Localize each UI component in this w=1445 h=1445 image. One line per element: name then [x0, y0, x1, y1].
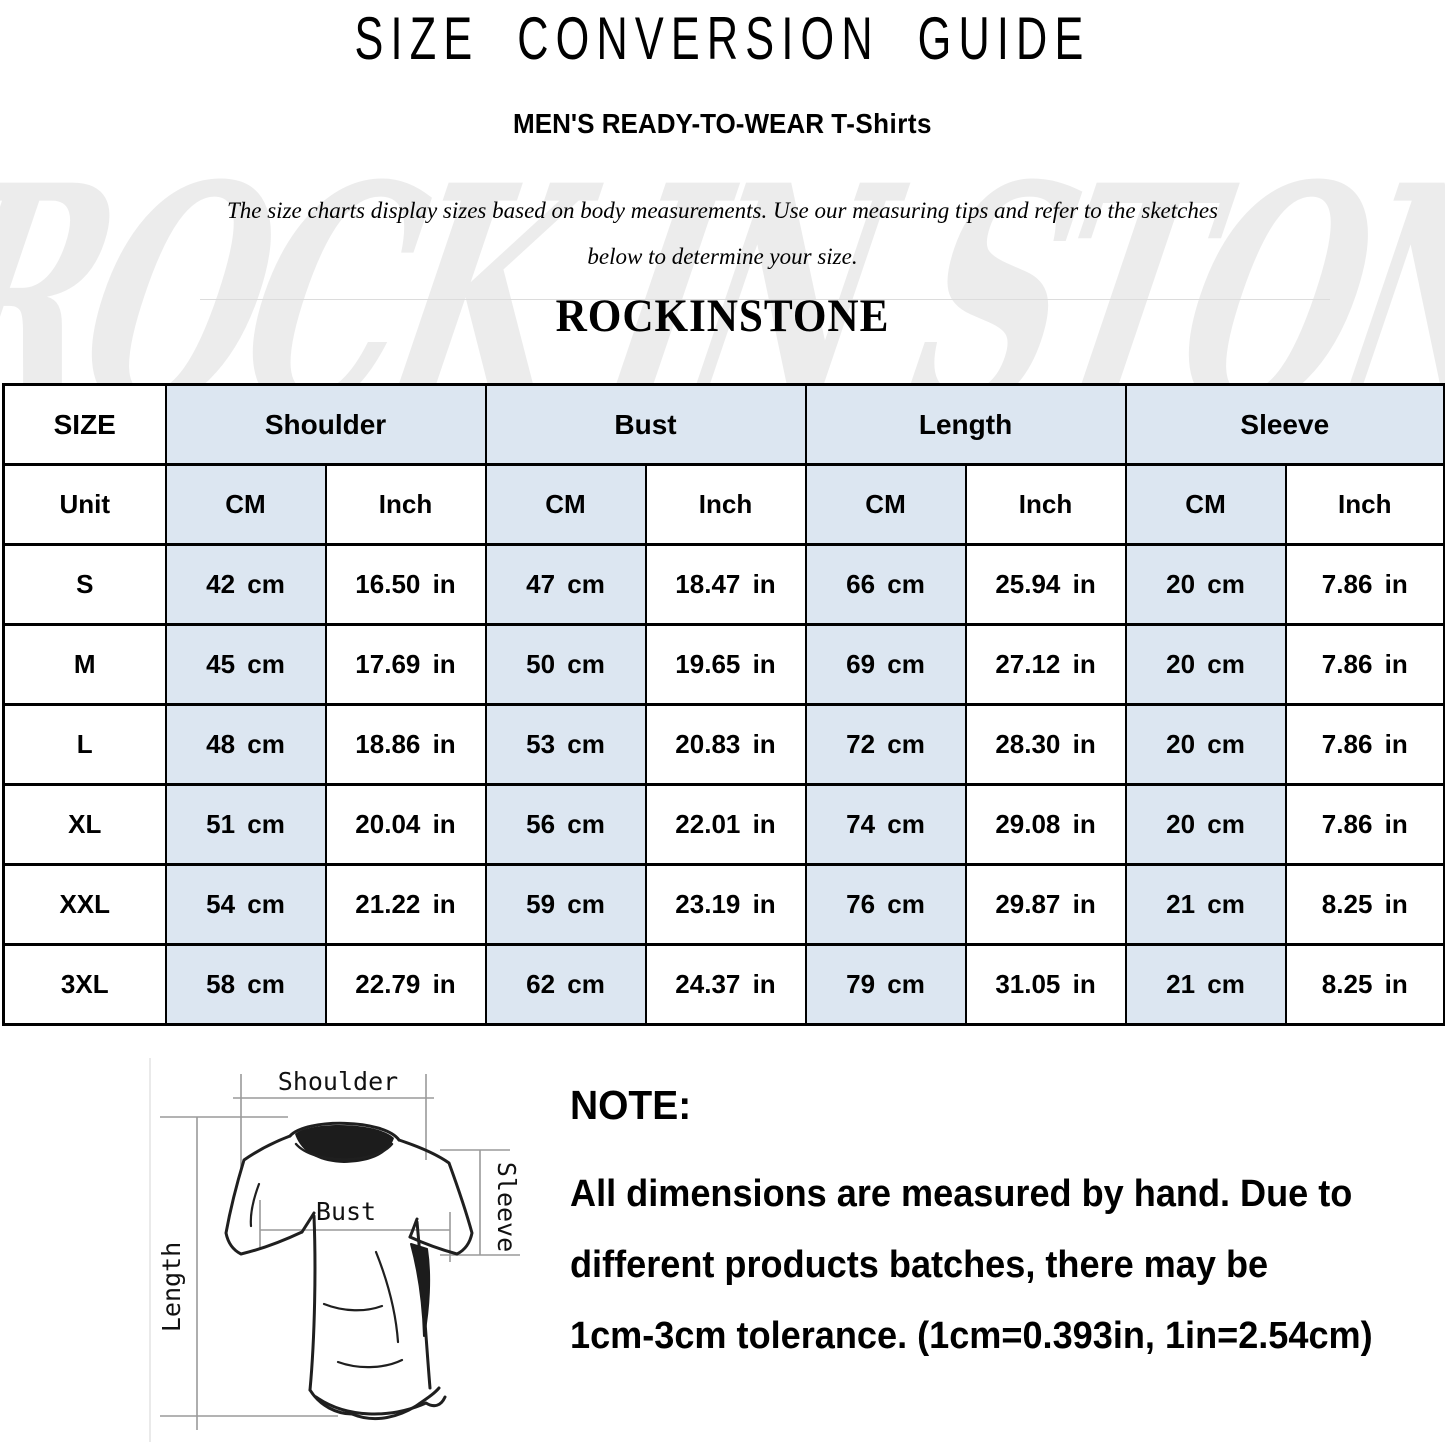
value-cell: 45 cm [164, 623, 327, 706]
table-row: XXL 54 cm 21.22 in 59 cm 23.19 in 76 cm … [2, 863, 1445, 946]
size-label: L [2, 703, 167, 786]
unit-cell: CM [484, 463, 647, 546]
size-label: S [2, 543, 167, 626]
size-conversion-table: SIZE Shoulder Bust Length Sleeve Unit CM… [2, 383, 1445, 1026]
tshirt-measurement-diagram: Shoulder Bust Length Sleeve [138, 1052, 578, 1445]
value-cell: 25.94 in [964, 543, 1127, 626]
value-cell: 69 cm [804, 623, 967, 706]
note-line-2: different products batches, there may be [570, 1244, 1269, 1286]
value-cell: 56 cm [484, 783, 647, 866]
description-line-2: below to determine your size. [587, 244, 858, 269]
value-cell: 27.12 in [964, 623, 1127, 706]
page-title: SIZE CONVERSION GUIDE [354, 5, 1091, 72]
value-cell: 23.19 in [644, 863, 807, 946]
table-row: S 42 cm 16.50 in 47 cm 18.47 in 66 cm 25… [2, 543, 1445, 626]
subtitle: MEN'S READY-TO-WEAR T-Shirts [51, 108, 1395, 140]
unit-cell: Inch [1284, 463, 1445, 546]
table-row: L 48 cm 18.86 in 53 cm 20.83 in 72 cm 28… [2, 703, 1445, 786]
value-cell: 28.30 in [964, 703, 1127, 786]
value-cell: 31.05 in [964, 943, 1127, 1026]
table-row: M 45 cm 17.69 in 50 cm 19.65 in 69 cm 27… [2, 623, 1445, 706]
note-line-1: All dimensions are measured by hand. Due… [570, 1173, 1353, 1215]
table-row: XL 51 cm 20.04 in 56 cm 22.01 in 74 cm 2… [2, 783, 1445, 866]
value-cell: 58 cm [164, 943, 327, 1026]
subtitle-product: T-Shirts [831, 108, 932, 139]
value-cell: 59 cm [484, 863, 647, 946]
unit-cell: Inch [964, 463, 1127, 546]
value-cell: 8.25 in [1284, 943, 1445, 1026]
value-cell: 53 cm [484, 703, 647, 786]
size-label: M [2, 623, 167, 706]
value-cell: 7.86 in [1284, 543, 1445, 626]
header-bust: Bust [484, 383, 807, 466]
description: The size charts display sizes based on b… [0, 188, 1445, 280]
value-cell: 20.83 in [644, 703, 807, 786]
value-cell: 21 cm [1124, 863, 1287, 946]
table-unit-row: Unit CM Inch CM Inch CM Inch CM Inch [2, 463, 1445, 546]
value-cell: 48 cm [164, 703, 327, 786]
value-cell: 51 cm [164, 783, 327, 866]
value-cell: 8.25 in [1284, 863, 1445, 946]
note-heading: NOTE: [570, 1082, 692, 1128]
brand-name: ROCKINSTONE [555, 290, 890, 342]
header-size: SIZE [2, 383, 167, 466]
value-cell: 16.50 in [324, 543, 487, 626]
size-label: XXL [2, 863, 167, 946]
value-cell: 21.22 in [324, 863, 487, 946]
header-shoulder: Shoulder [164, 383, 487, 466]
unit-cell: Inch [644, 463, 807, 546]
diagram-label-length: Length [157, 1242, 186, 1332]
diagram-label-bust: Bust [316, 1197, 376, 1226]
tshirt-sketch: Shoulder Bust Length Sleeve [149, 1058, 521, 1442]
value-cell: 50 cm [484, 623, 647, 706]
value-cell: 22.79 in [324, 943, 487, 1026]
description-line-1: The size charts display sizes based on b… [226, 198, 1219, 223]
value-cell: 18.86 in [324, 703, 487, 786]
value-cell: 20 cm [1124, 543, 1287, 626]
diagram-label-shoulder: Shoulder [278, 1067, 398, 1096]
value-cell: 20 cm [1124, 623, 1287, 706]
value-cell: 76 cm [804, 863, 967, 946]
table-row: 3XL 58 cm 22.79 in 62 cm 24.37 in 79 cm … [2, 943, 1445, 1026]
subtitle-category: MEN'S READY-TO-WEAR [513, 108, 825, 139]
unit-cell: CM [164, 463, 327, 546]
header-length: Length [804, 383, 1127, 466]
value-cell: 47 cm [484, 543, 647, 626]
value-cell: 20 cm [1124, 783, 1287, 866]
value-cell: 17.69 in [324, 623, 487, 706]
divider-line [200, 299, 1330, 300]
value-cell: 54 cm [164, 863, 327, 946]
table-header-row: SIZE Shoulder Bust Length Sleeve [2, 383, 1445, 466]
value-cell: 29.08 in [964, 783, 1127, 866]
size-label: 3XL [2, 943, 167, 1026]
size-label: XL [2, 783, 167, 866]
value-cell: 29.87 in [964, 863, 1127, 946]
value-cell: 74 cm [804, 783, 967, 866]
value-cell: 20.04 in [324, 783, 487, 866]
note-line-3: 1cm-3cm tolerance. (1cm=0.393in, 1in=2.5… [570, 1315, 1373, 1357]
value-cell: 7.86 in [1284, 783, 1445, 866]
value-cell: 7.86 in [1284, 623, 1445, 706]
note-section: NOTE: All dimensions are measured by han… [570, 1082, 1440, 1372]
unit-label: Unit [2, 463, 167, 546]
value-cell: 21 cm [1124, 943, 1287, 1026]
value-cell: 20 cm [1124, 703, 1287, 786]
value-cell: 66 cm [804, 543, 967, 626]
value-cell: 24.37 in [644, 943, 807, 1026]
header-sleeve: Sleeve [1124, 383, 1445, 466]
unit-cell: CM [804, 463, 967, 546]
value-cell: 19.65 in [644, 623, 807, 706]
diagram-label-sleeve: Sleeve [492, 1162, 521, 1252]
value-cell: 7.86 in [1284, 703, 1445, 786]
unit-cell: CM [1124, 463, 1287, 546]
value-cell: 22.01 in [644, 783, 807, 866]
value-cell: 42 cm [164, 543, 327, 626]
value-cell: 79 cm [804, 943, 967, 1026]
value-cell: 18.47 in [644, 543, 807, 626]
value-cell: 72 cm [804, 703, 967, 786]
value-cell: 62 cm [484, 943, 647, 1026]
unit-cell: Inch [324, 463, 487, 546]
